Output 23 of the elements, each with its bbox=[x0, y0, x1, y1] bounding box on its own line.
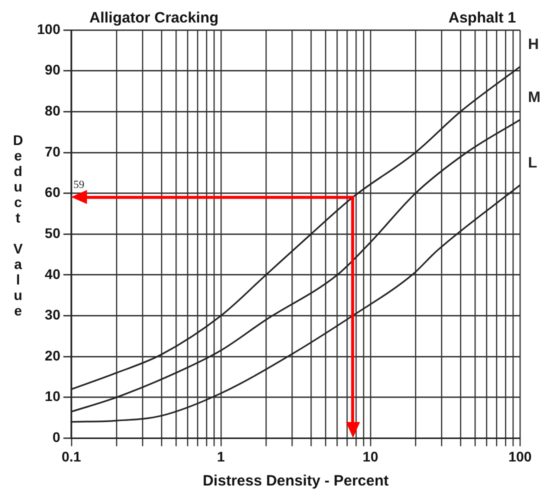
chart-title: Alligator Cracking bbox=[89, 10, 219, 27]
x-tick-label: 1 bbox=[217, 448, 226, 464]
y-tick-label: 30 bbox=[44, 306, 61, 323]
x-axis-title: Distress Density - Percent bbox=[202, 472, 389, 490]
y-tick-label: 100 bbox=[37, 20, 61, 37]
ref-line-label: 59 bbox=[73, 178, 85, 191]
y-tick-label: 0 bbox=[52, 429, 61, 446]
y-tick-label: 20 bbox=[44, 347, 61, 364]
y-tick-label: 10 bbox=[44, 388, 61, 404]
y-tick-label: 50 bbox=[44, 224, 61, 241]
y-tick-label: 80 bbox=[44, 102, 61, 118]
y-tick-label: 70 bbox=[44, 143, 61, 160]
series-label: H bbox=[528, 36, 539, 53]
series-label: M bbox=[528, 88, 540, 106]
chart-subtitle: Asphalt 1 bbox=[448, 10, 516, 27]
series-label: L bbox=[528, 154, 538, 172]
y-tick-label: 40 bbox=[44, 266, 61, 282]
y-tick-label: 90 bbox=[44, 62, 61, 78]
x-tick-label: 0.1 bbox=[62, 448, 82, 464]
text: Deduct Value bbox=[12, 132, 24, 318]
x-tick-label: 10 bbox=[362, 448, 378, 464]
y-tick-label: 60 bbox=[44, 184, 61, 200]
x-tick-label: 100 bbox=[508, 448, 532, 464]
